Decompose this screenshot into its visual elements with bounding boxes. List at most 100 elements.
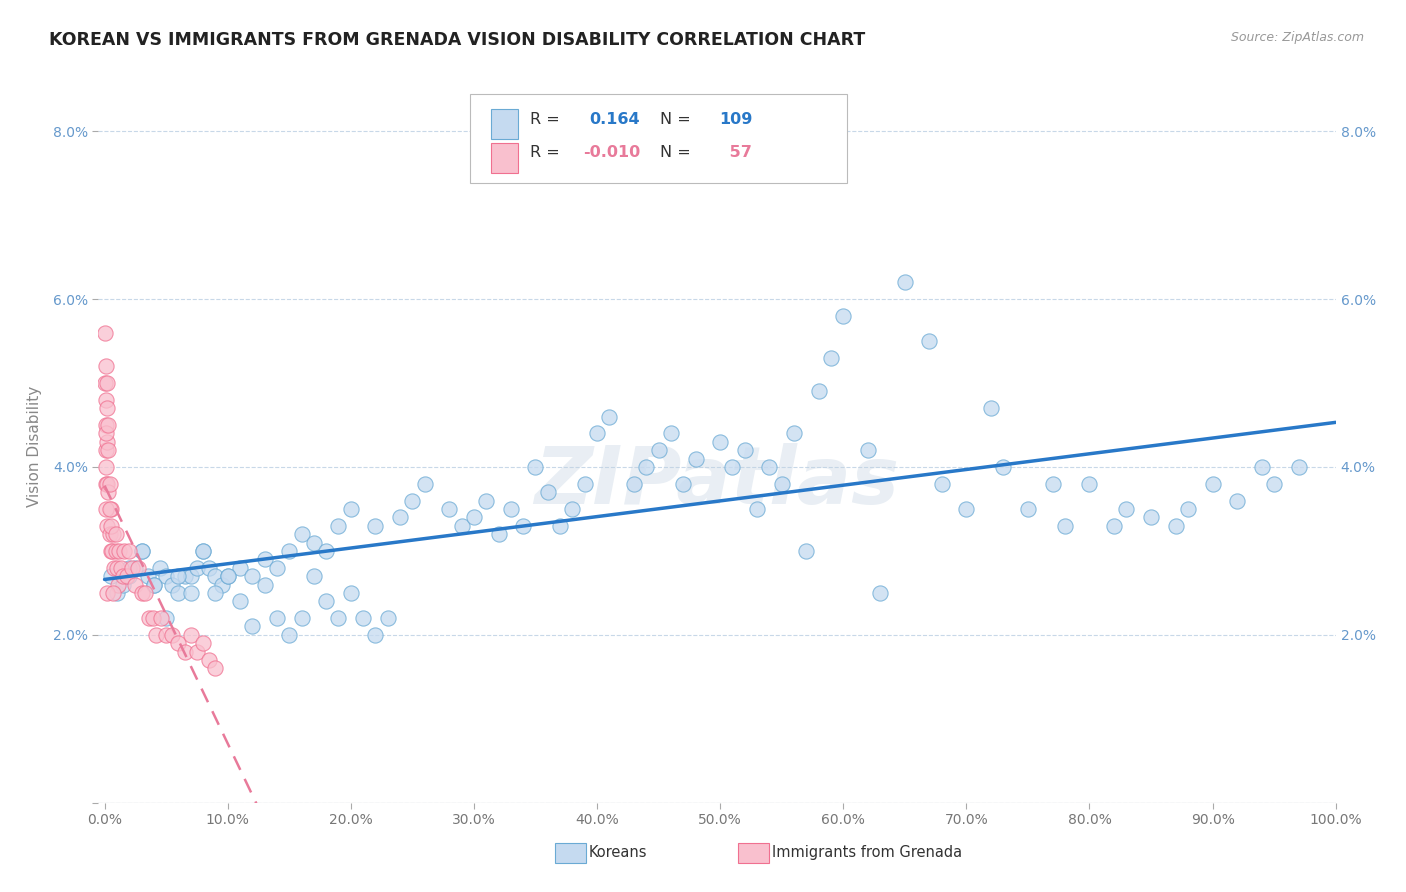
Point xyxy=(94,359,117,374)
Point xyxy=(191,636,214,650)
Point xyxy=(124,560,146,574)
Point xyxy=(820,351,842,365)
Point xyxy=(155,569,177,583)
Point xyxy=(229,594,252,608)
Point xyxy=(142,577,165,591)
Point xyxy=(100,569,122,583)
Point xyxy=(229,560,252,574)
Point xyxy=(488,527,510,541)
Point xyxy=(266,560,288,574)
Point xyxy=(240,569,263,583)
Point xyxy=(1201,476,1223,491)
Point xyxy=(328,518,350,533)
Point xyxy=(94,326,117,340)
Point xyxy=(1115,502,1137,516)
Point xyxy=(672,476,695,491)
Point xyxy=(586,426,609,441)
Point xyxy=(112,577,135,591)
Point xyxy=(94,502,117,516)
Text: 109: 109 xyxy=(720,112,752,127)
Point xyxy=(186,645,208,659)
Point xyxy=(894,275,917,289)
Point xyxy=(142,577,165,591)
Point xyxy=(1250,460,1272,475)
Point xyxy=(794,544,817,558)
Point xyxy=(98,502,121,516)
Text: -0.010: -0.010 xyxy=(583,145,641,161)
Point xyxy=(328,611,350,625)
Point xyxy=(131,544,153,558)
Text: Immigrants from Grenada: Immigrants from Grenada xyxy=(772,846,962,860)
Point xyxy=(401,493,423,508)
Point xyxy=(149,560,172,574)
Point xyxy=(96,434,118,449)
Point xyxy=(198,653,221,667)
Point xyxy=(439,502,461,516)
Point xyxy=(918,334,941,348)
Point xyxy=(94,460,117,475)
Point xyxy=(173,645,195,659)
Point xyxy=(832,309,855,323)
Point xyxy=(377,611,399,625)
FancyBboxPatch shape xyxy=(491,143,517,173)
Point xyxy=(512,518,534,533)
Point xyxy=(856,443,879,458)
Point xyxy=(96,401,118,416)
Point xyxy=(131,586,153,600)
Point xyxy=(191,544,214,558)
Point xyxy=(198,560,221,574)
Point xyxy=(290,527,312,541)
Point xyxy=(94,417,117,432)
Point xyxy=(1164,518,1187,533)
Point xyxy=(278,628,301,642)
Point xyxy=(98,476,121,491)
Point xyxy=(100,544,122,558)
Point xyxy=(96,476,118,491)
Point xyxy=(413,476,436,491)
Point xyxy=(709,434,731,449)
Point xyxy=(105,586,128,600)
Point xyxy=(340,502,363,516)
Point xyxy=(955,502,977,516)
Point xyxy=(167,586,190,600)
Point xyxy=(105,560,128,574)
FancyBboxPatch shape xyxy=(491,109,517,139)
Point xyxy=(659,426,682,441)
Point xyxy=(721,460,744,475)
Text: 0.164: 0.164 xyxy=(589,112,640,127)
Point xyxy=(217,569,239,583)
Point xyxy=(1102,518,1125,533)
Text: N =: N = xyxy=(661,145,690,161)
Point xyxy=(104,544,127,558)
Point xyxy=(118,560,141,574)
Point xyxy=(191,544,214,558)
Point xyxy=(240,619,263,633)
Point xyxy=(97,443,120,458)
Point xyxy=(636,460,658,475)
Point xyxy=(204,661,226,675)
Point xyxy=(96,518,118,533)
Point xyxy=(136,569,159,583)
Point xyxy=(1053,518,1076,533)
Point xyxy=(104,527,127,541)
Point xyxy=(647,443,669,458)
Text: ZIPatlas: ZIPatlas xyxy=(534,442,900,521)
Point xyxy=(110,560,132,574)
Point xyxy=(103,586,125,600)
Point xyxy=(278,544,301,558)
Text: R =: R = xyxy=(530,112,565,127)
Point xyxy=(155,628,177,642)
Point xyxy=(389,510,412,524)
Point xyxy=(1017,502,1039,516)
Point xyxy=(450,518,472,533)
Point xyxy=(869,586,891,600)
Point xyxy=(98,527,121,541)
Point xyxy=(561,502,583,516)
Point xyxy=(115,569,138,583)
Point xyxy=(1288,460,1310,475)
Point xyxy=(145,628,167,642)
Point xyxy=(253,577,276,591)
Text: 57: 57 xyxy=(724,145,752,161)
Point xyxy=(253,552,276,566)
Point xyxy=(138,611,160,625)
